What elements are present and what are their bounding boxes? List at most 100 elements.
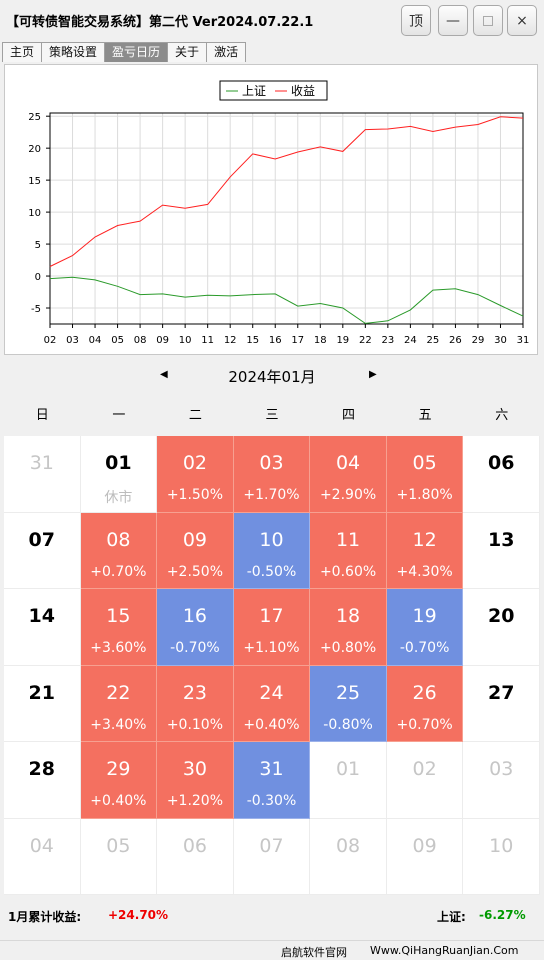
day-number: 27 — [487, 681, 515, 704]
next-month-icon[interactable]: ▶ — [369, 369, 377, 380]
minimize-button[interactable]: — — [438, 5, 468, 36]
day-change: +0.70% — [396, 716, 453, 733]
calendar-day-cell[interactable]: 09 — [386, 818, 464, 895]
day-change: +1.80% — [396, 487, 453, 503]
calendar-day-cell[interactable]: 14 — [4, 589, 81, 666]
day-number: 28 — [28, 758, 55, 780]
y-tick-label: -5 — [31, 304, 41, 315]
calendar-day-cell[interactable]: 25 -0.80% — [310, 665, 387, 742]
day-change: +1.50% — [166, 487, 224, 503]
tab-home[interactable]: 主页 — [2, 42, 43, 62]
calendar-day-cell[interactable]: 22 +3.40% — [80, 665, 158, 742]
calendar-day-cell[interactable]: 08 — [310, 818, 387, 895]
day-number: 21 — [28, 681, 55, 704]
day-change: +0.70% — [90, 563, 147, 580]
day-number: 07 — [28, 528, 55, 551]
calendar-day-cell[interactable]: 05 — [80, 818, 158, 895]
index-return-value: -6.27% — [479, 908, 526, 922]
calendar-day-cell[interactable]: 01 — [310, 742, 387, 819]
day-change: +3.40% — [90, 716, 147, 733]
calendar-day-cell[interactable]: 11 +0.60% — [310, 512, 387, 589]
calendar-day-cell[interactable]: 06 — [463, 436, 540, 513]
day-number: 13 — [487, 528, 515, 551]
day-number: 07 — [259, 834, 284, 857]
calendar-day-cell[interactable]: 10 -0.50% — [233, 512, 311, 589]
calendar-day-cell[interactable]: 03 — [463, 742, 540, 819]
x-tick-label: 22 — [359, 335, 372, 346]
y-tick-label: 20 — [28, 144, 41, 155]
day-number: 24 — [259, 681, 284, 704]
day-number: 31 — [29, 452, 54, 474]
footer-site-name[interactable]: 启航软件官网 — [281, 946, 347, 959]
weekday-fri: 五 — [418, 408, 432, 423]
day-number: 11 — [335, 528, 361, 551]
x-tick-label: 25 — [427, 335, 440, 346]
day-number: 03 — [259, 452, 284, 474]
x-tick-label: 05 — [111, 335, 124, 346]
day-change: +0.60% — [319, 563, 377, 580]
calendar-day-cell[interactable]: 16 -0.70% — [157, 589, 234, 666]
calendar-day-cell[interactable]: 12 +4.30% — [386, 512, 464, 589]
calendar-day-cell[interactable]: 10 — [463, 818, 540, 895]
return-chart-panel: 02 03 04 05 08 09 10 11 12 15 16 17 18 19 22 23 24 25 26 29… — [4, 64, 538, 355]
calendar-day-cell[interactable]: 21 — [4, 665, 81, 742]
day-change: +4.30% — [396, 563, 453, 580]
calendar-day-cell[interactable]: 03 +1.70% — [233, 436, 311, 513]
tab-strategy-settings[interactable]: 策略设置 — [41, 42, 106, 62]
calendar-day-cell[interactable]: 04 +2.90% — [310, 436, 387, 513]
calendar-day-cell[interactable]: 07 — [4, 512, 81, 589]
calendar-day-cell[interactable]: 28 — [4, 742, 81, 819]
tab-about[interactable]: 关于 — [167, 42, 208, 62]
calendar-day-cell[interactable]: 09 +2.50% — [157, 512, 234, 589]
day-number: 26 — [412, 681, 437, 704]
calendar-day-cell[interactable]: 20 — [463, 589, 540, 666]
calendar-day-cell[interactable]: 17 +1.10% — [233, 589, 311, 666]
calendar-day-cell[interactable]: 06 — [157, 818, 234, 895]
calendar-day-cell[interactable]: 19 -0.70% — [386, 589, 464, 666]
calendar-day-cell[interactable]: 13 — [463, 512, 540, 589]
day-change: -0.30% — [246, 793, 297, 809]
calendar-day-cell[interactable]: 01 休市 — [80, 436, 158, 513]
maximize-button[interactable] — [473, 5, 503, 36]
calendar-day-cell[interactable]: 04 — [4, 818, 81, 895]
calendar-day-cell[interactable]: 18 +0.80% — [310, 589, 387, 666]
day-number: 06 — [182, 834, 208, 857]
calendar-day-cell[interactable]: 02 — [386, 742, 464, 819]
close-button[interactable]: × — [507, 5, 537, 36]
calendar-day-cell[interactable]: 07 — [233, 818, 311, 895]
calendar-day-cell[interactable]: 27 — [463, 665, 540, 742]
x-tick-label: 17 — [291, 335, 304, 346]
calendar-day-cell[interactable]: 26 +0.70% — [386, 665, 464, 742]
day-number: 04 — [29, 834, 54, 857]
x-tick-label: 19 — [336, 335, 349, 346]
calendar-day-cell[interactable]: 29 +0.40% — [80, 742, 158, 819]
calendar-day-cell[interactable]: 05 +1.80% — [386, 436, 464, 513]
y-tick-label: 10 — [28, 208, 41, 219]
day-number: 10 — [259, 528, 284, 551]
footer-site-url[interactable]: Www.QiHangRuanJian.Com — [370, 944, 519, 957]
day-number: 08 — [106, 528, 131, 551]
x-tick-label: 30 — [494, 335, 507, 346]
calendar-day-cell[interactable]: 31 -0.30% — [233, 742, 311, 819]
prev-month-icon[interactable]: ◀ — [160, 369, 168, 380]
calendar-day-cell[interactable]: 02 +1.50% — [157, 436, 234, 513]
x-tick-label: 02 — [44, 335, 57, 346]
tab-activate[interactable]: 激活 — [206, 42, 247, 62]
calendar-day-cell[interactable]: 30 +1.20% — [157, 742, 234, 819]
calendar-day-cell[interactable]: 24 +0.40% — [233, 665, 311, 742]
day-number: 19 — [412, 605, 437, 627]
tab-pnl-calendar[interactable]: 盈亏日历 — [104, 42, 169, 62]
calendar-day-cell[interactable]: 08 +0.70% — [80, 512, 158, 589]
day-change: -0.50% — [246, 563, 297, 580]
day-change: +1.10% — [243, 640, 300, 656]
series-line-return — [49, 116, 524, 267]
calendar-day-cell[interactable]: 15 +3.60% — [80, 589, 158, 666]
weekday-sun: 日 — [35, 408, 49, 423]
calendar-day-cell[interactable]: 23 +0.10% — [157, 665, 234, 742]
calendar-grid: 31 01 休市 02 +1.50% 03 +1.70% 04 +2.90% 05 +1.80% 06… — [4, 436, 540, 895]
return-line-chart: 02 03 04 05 08 09 10 11 12 15 16 17 18 19 22 23 24 25 26 29… — [28, 80, 529, 346]
day-number: 08 — [335, 834, 361, 857]
pin-top-button[interactable]: 顶 — [401, 5, 431, 36]
calendar-day-cell[interactable]: 31 — [4, 436, 81, 513]
day-number: 01 — [335, 758, 361, 780]
